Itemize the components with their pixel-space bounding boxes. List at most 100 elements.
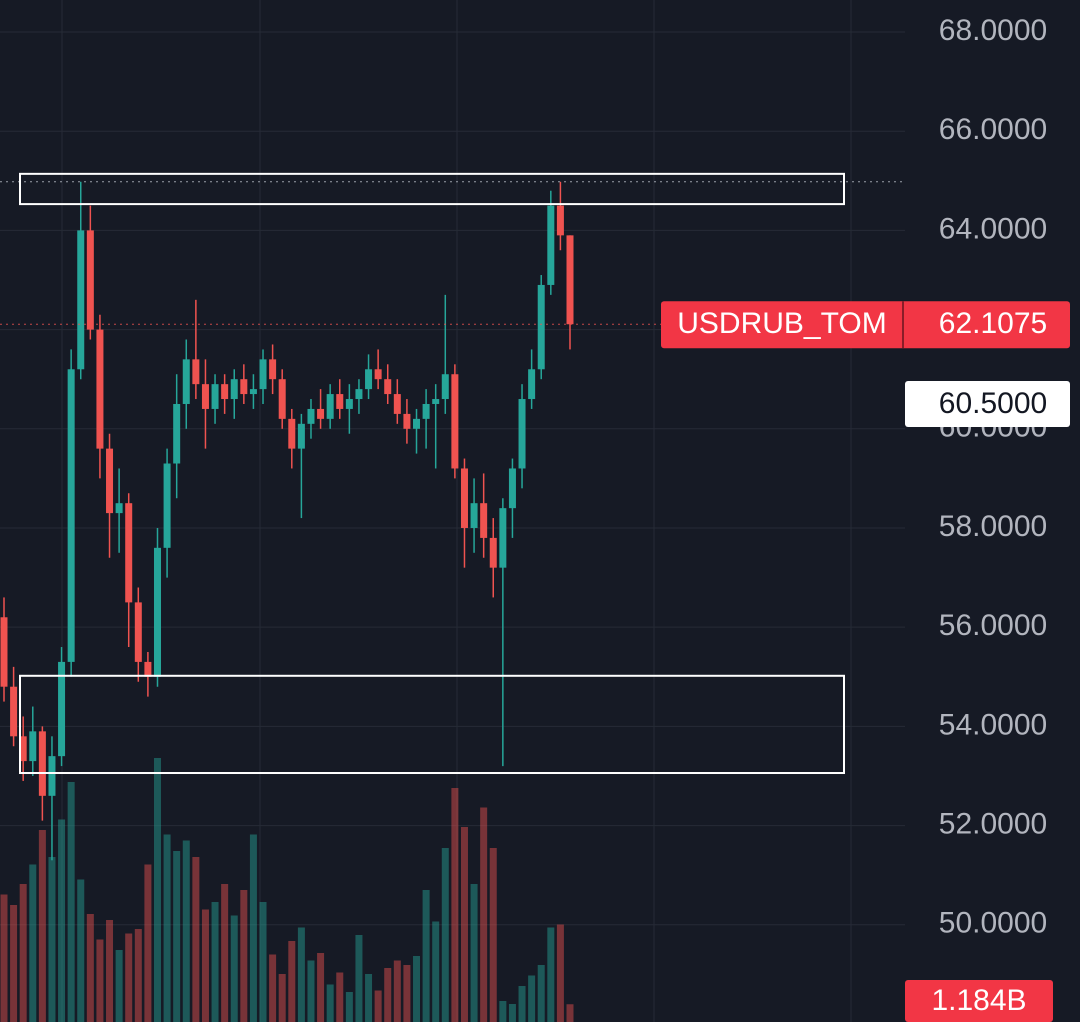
volume-bar <box>67 782 75 1022</box>
candle-body <box>403 413 411 429</box>
crosshair-label: 60.5000 <box>939 387 1047 420</box>
candle-body <box>537 284 545 370</box>
volume-bar <box>230 915 238 1022</box>
volume-bar <box>221 884 229 1022</box>
candle-body <box>566 235 574 325</box>
symbol-label: USDRUB_TOM <box>677 307 886 340</box>
candle-body <box>38 731 46 796</box>
y-tick-label: 50.0000 <box>939 907 1047 940</box>
volume-bar <box>528 975 536 1022</box>
candle-body <box>278 379 286 419</box>
candle-body <box>115 503 123 514</box>
candle-body <box>77 230 85 370</box>
candle-body <box>221 384 229 400</box>
candle-body <box>29 731 37 762</box>
y-tick-label: 58.0000 <box>939 510 1047 543</box>
candle-body <box>144 661 152 677</box>
volume-bar <box>38 830 46 1022</box>
volume-bar <box>317 953 325 1022</box>
volume-bar <box>508 1004 516 1022</box>
volume-bar <box>470 884 478 1022</box>
volume-bar <box>115 950 123 1022</box>
candle-body <box>230 379 238 400</box>
volume-bar <box>29 864 37 1022</box>
volume-bar <box>547 927 555 1022</box>
candle-body <box>326 394 334 419</box>
y-tick-label: 64.0000 <box>939 212 1047 245</box>
volume-bar <box>307 960 315 1022</box>
candle-body <box>201 384 209 409</box>
volume-bar <box>211 902 219 1022</box>
candle-body <box>489 537 497 568</box>
candle-body <box>432 399 440 404</box>
candle-body <box>173 403 181 464</box>
volume-bar <box>10 905 18 1022</box>
candle-body <box>374 369 382 380</box>
candle-body <box>134 602 142 662</box>
candle-body <box>317 408 325 419</box>
candle-body <box>518 399 526 469</box>
candle-body <box>96 329 104 449</box>
candle-body <box>451 374 459 469</box>
candle-body <box>106 448 114 514</box>
candle-body <box>67 369 75 662</box>
symbol-label-bg <box>661 301 1070 349</box>
zone-box <box>19 172 845 206</box>
candle-body <box>336 394 344 409</box>
volume-bar <box>48 857 56 1022</box>
candle-body <box>86 230 94 330</box>
y-tick-label: 66.0000 <box>939 113 1047 146</box>
volume-bar <box>153 758 161 1022</box>
candle-body <box>58 661 66 757</box>
grid <box>61 0 852 1022</box>
volume-bar <box>86 914 94 1022</box>
candle-body <box>345 399 353 409</box>
candle-body <box>441 374 449 400</box>
y-tick-label: 68.0000 <box>939 14 1047 47</box>
volume-bar <box>192 857 200 1022</box>
volume-bar <box>441 848 449 1022</box>
volume-bar <box>278 974 286 1022</box>
volume-bar <box>393 960 401 1022</box>
volume-bar <box>288 941 296 1022</box>
candle-body <box>19 736 27 762</box>
volume-bar <box>58 819 66 1022</box>
candle-body <box>422 403 430 419</box>
candle-body <box>413 418 421 429</box>
volume-bar <box>0 894 8 1022</box>
candle-body <box>0 617 8 687</box>
volume-bar <box>403 965 411 1022</box>
volume-bar <box>182 840 190 1022</box>
volume-bar <box>259 902 267 1022</box>
volume-bar <box>355 935 363 1022</box>
candle-body <box>240 379 248 395</box>
volume-bar <box>19 884 27 1022</box>
volume-bar <box>345 992 353 1022</box>
candle-body <box>384 379 392 395</box>
y-tick-label: 52.0000 <box>939 808 1047 841</box>
volume-bar <box>499 1001 507 1022</box>
volume-label-bg <box>905 980 1053 1022</box>
volume-bar <box>125 933 133 1022</box>
candle-body <box>365 369 373 390</box>
volume-bar <box>336 972 344 1022</box>
candle-body <box>163 463 171 548</box>
volume-bar <box>489 848 497 1022</box>
candle-body <box>125 503 133 603</box>
candle-body <box>528 369 536 400</box>
y-tick-label: 56.0000 <box>939 609 1047 642</box>
volume-bar <box>163 834 171 1022</box>
candle-body <box>460 468 468 528</box>
volume-label: 1.184B <box>931 984 1026 1017</box>
last-price-label: 62.1075 <box>939 307 1047 340</box>
volume-bar <box>173 851 181 1022</box>
volume-bar <box>201 909 209 1022</box>
candle-body <box>269 359 277 380</box>
candle-body <box>10 686 18 737</box>
volume-bar <box>374 990 382 1022</box>
volume-bar <box>566 1004 574 1022</box>
candle-body <box>499 508 507 568</box>
